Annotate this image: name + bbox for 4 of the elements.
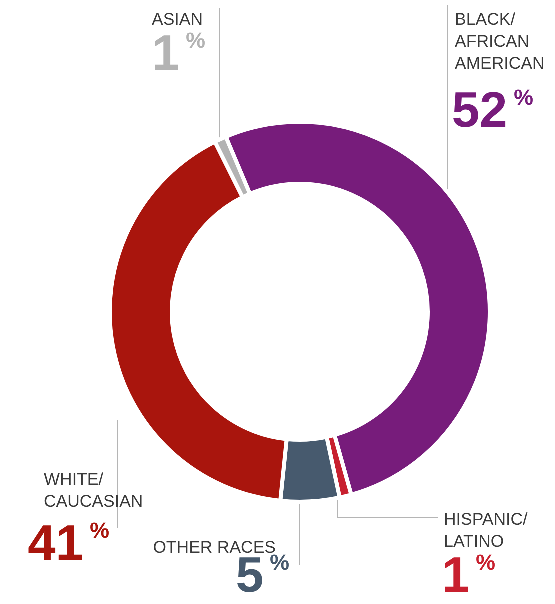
slice-label: BLACK/ AFRICAN AMERICAN <box>455 10 545 73</box>
data-label: 41% <box>28 515 110 571</box>
slice-label: WHITE/ CAUCASIAN <box>44 470 144 511</box>
data-label: 52% <box>452 82 534 138</box>
